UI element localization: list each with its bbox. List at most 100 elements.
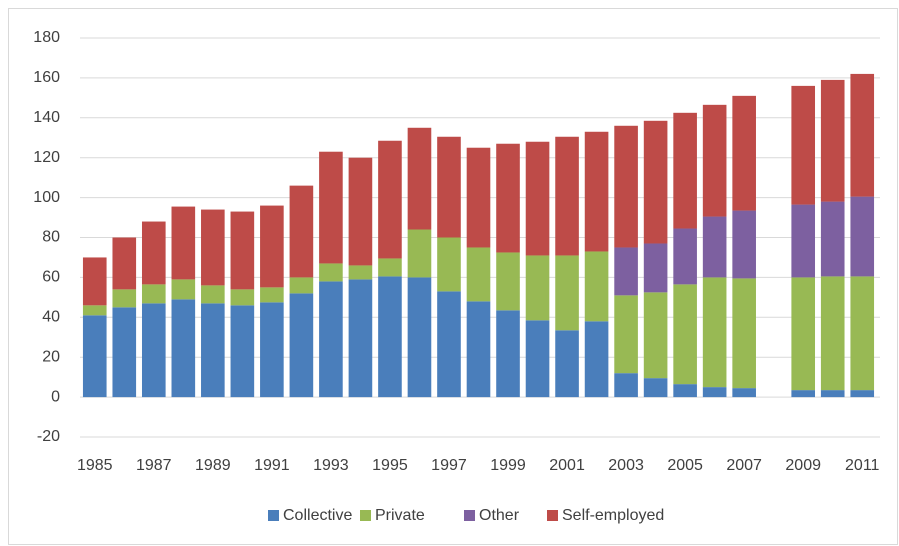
bar-segment [141, 221, 166, 285]
bar-segment [378, 140, 402, 259]
y-tick-label: 160 [33, 69, 60, 86]
legend-label: Self-employed [562, 507, 664, 524]
bar-segment [496, 252, 520, 311]
bar-segment [201, 303, 225, 398]
x-tick-label: 2011 [845, 457, 880, 474]
bar-segment [319, 263, 343, 282]
legend-label: Private [375, 507, 425, 524]
bar-segment [171, 279, 196, 300]
x-tick-label: 1997 [431, 457, 467, 474]
bar-segment [82, 315, 107, 398]
bar-segment [584, 321, 609, 398]
x-tick-label: 1991 [254, 457, 290, 474]
bar-segment [643, 292, 668, 379]
bar-segment [732, 278, 756, 389]
legend-label: Other [479, 507, 520, 524]
x-tick-label: 1989 [195, 457, 231, 474]
bar-segment [437, 136, 461, 238]
bar-segment [791, 277, 816, 391]
bar-segment [82, 257, 107, 306]
bar-segment [643, 378, 668, 398]
bar-segment [673, 112, 697, 229]
bar-segment [820, 201, 845, 277]
bar-segment [496, 143, 520, 253]
bar-segment [437, 237, 461, 292]
bar-segment [702, 277, 727, 388]
bar-segment [525, 141, 550, 256]
y-tick-label: 80 [42, 229, 60, 246]
bar-segment [319, 281, 343, 398]
y-tick-label: 0 [51, 388, 60, 405]
bar-segment [850, 276, 875, 391]
y-tick-label: -20 [37, 428, 60, 445]
bar-segment [555, 255, 579, 331]
bar-segment [584, 131, 609, 252]
legend-label: Collective [283, 507, 352, 524]
bar-segment [614, 125, 638, 248]
bar-segment [525, 320, 550, 398]
y-tick-label: 40 [42, 309, 60, 326]
bar-segment [643, 120, 668, 244]
bar-segment [112, 237, 137, 290]
bar-segment [348, 279, 373, 398]
bar-segment [702, 387, 727, 398]
bar-segment [466, 301, 491, 398]
x-tick-label: 2009 [785, 457, 821, 474]
bar-segment [555, 330, 579, 398]
bar-segment [230, 305, 255, 398]
bar-segment [437, 291, 461, 398]
bar-segment [850, 73, 875, 197]
x-tick-label: 1995 [372, 457, 408, 474]
y-tick-label: 60 [42, 269, 60, 286]
bar-segment [820, 276, 845, 391]
y-tick-label: 120 [33, 149, 60, 166]
bar-segment [732, 388, 756, 398]
bar-segment [791, 390, 816, 398]
x-tick-label: 2005 [667, 457, 703, 474]
bar-segment [230, 289, 255, 306]
bar-segment [643, 243, 668, 293]
x-tick-label: 1985 [77, 457, 113, 474]
x-tick-label: 1999 [490, 457, 526, 474]
x-tick-label: 2003 [608, 457, 644, 474]
bar-segment [141, 303, 166, 398]
bar-segment [466, 247, 491, 302]
bar-segment [496, 310, 520, 398]
bar-segment [260, 302, 284, 398]
x-tick-label: 2001 [549, 457, 585, 474]
y-tick-label: 100 [33, 189, 60, 206]
bar-segment [850, 390, 875, 398]
bar-segment [289, 185, 314, 278]
bar-segment [673, 284, 697, 385]
bar-segment [260, 287, 284, 303]
bar-segment [702, 104, 727, 217]
bar-segment [791, 85, 816, 205]
bar-segment [407, 277, 432, 398]
y-tick-label: 180 [33, 29, 60, 46]
bar-segment [702, 216, 727, 278]
bar-segment [141, 284, 166, 304]
bar-segment [319, 151, 343, 264]
bar-segment [614, 295, 638, 374]
x-tick-label: 1987 [136, 457, 172, 474]
legend-swatch [547, 510, 558, 521]
bar-segment [614, 373, 638, 398]
bar-segment [112, 289, 137, 308]
bar-segment [112, 307, 137, 398]
bar-segment [201, 209, 225, 286]
bar-segment [230, 211, 255, 290]
x-tick-label: 1993 [313, 457, 349, 474]
bar-segment [378, 276, 402, 398]
bar-segment [201, 285, 225, 304]
bar-segment [348, 265, 373, 280]
bar-segment [555, 136, 579, 256]
bar-segment [732, 95, 756, 211]
bar-segment [260, 205, 284, 288]
bar-segment [525, 255, 550, 321]
bar-segment [791, 204, 816, 278]
bar-segment [614, 247, 638, 296]
bar-segment [289, 277, 314, 294]
bar-segment [584, 251, 609, 322]
bar-segment [407, 127, 432, 230]
